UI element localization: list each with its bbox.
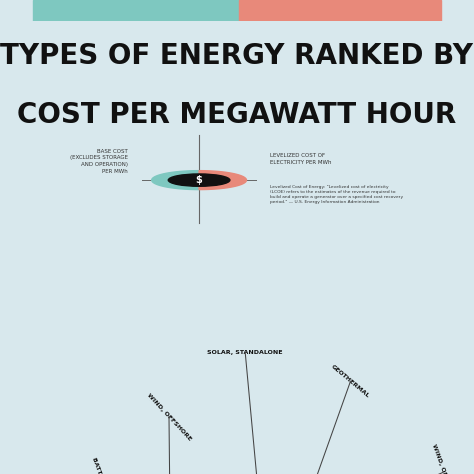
Circle shape [168,174,230,186]
Text: TYPES OF ENERGY RANKED BY: TYPES OF ENERGY RANKED BY [0,42,474,70]
Text: BASE COST
(EXCLUDES STORAGE
AND OPERATION)
PER MWh: BASE COST (EXCLUDES STORAGE AND OPERATIO… [70,149,128,173]
Text: $: $ [196,175,202,185]
Polygon shape [199,171,246,190]
Text: COST PER MEGAWATT HOUR: COST PER MEGAWATT HOUR [18,101,456,129]
Text: WIND, OFFSHORE: WIND, OFFSHORE [146,392,192,441]
Text: BATTERY STORAGE: BATTERY STORAGE [91,457,119,474]
Bar [239,0,441,21]
Bar [33,0,239,21]
Text: SOLAR, STANDALONE: SOLAR, STANDALONE [208,350,283,356]
Text: LEVELIZED COST OF
ELECTRICITY PER MWh: LEVELIZED COST OF ELECTRICITY PER MWh [270,154,332,165]
Text: Levelized Cost of Energy: "Levelized cost of electricity
(LCOE) refers to the es: Levelized Cost of Energy: "Levelized cos… [270,184,403,204]
Text: WIND, ONSHORE: WIND, ONSHORE [430,444,456,474]
Polygon shape [152,171,199,190]
Text: GEOTHERMAL: GEOTHERMAL [330,364,371,399]
